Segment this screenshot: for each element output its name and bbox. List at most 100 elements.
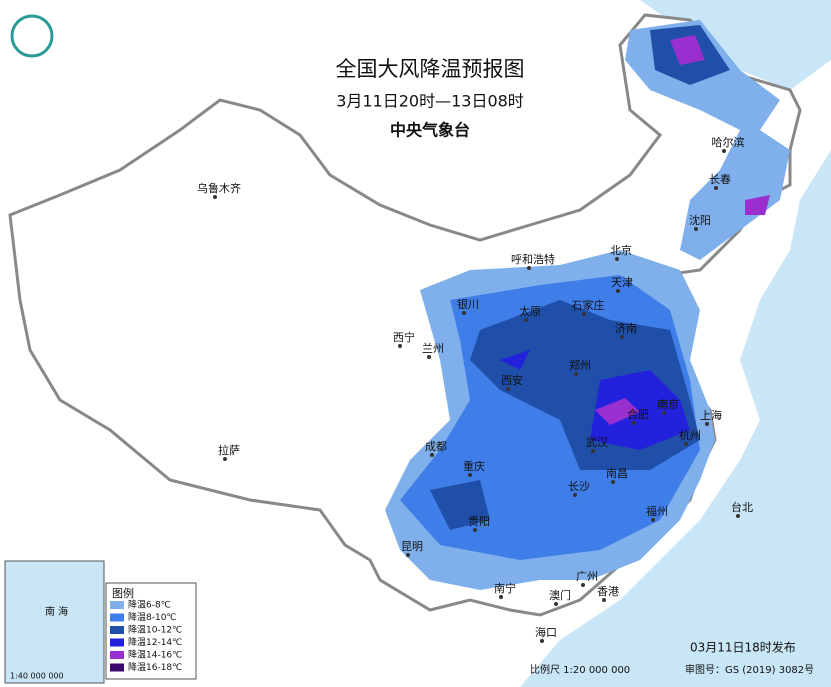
subtitle: 3月11日20时—13日08时 [336,92,524,111]
legend-swatch [110,601,124,609]
city-label: 郑州 [569,358,591,372]
issued-time: 03月11日18时发布 [690,640,796,655]
city-dot [651,518,655,522]
city-label: 哈尔滨 [712,135,745,149]
legend-swatch [110,613,124,622]
city-label: 福州 [646,504,668,518]
city-dot [705,422,709,426]
legend [105,582,197,680]
city-label: 兰州 [422,342,444,355]
city-dot [736,514,740,518]
legend-label: 降温16-18℃ [128,661,182,673]
city-dot [499,595,503,599]
logo [10,14,54,58]
city-dot [591,449,595,453]
city-dot [632,421,636,425]
city-dot [694,227,698,231]
city-dot [620,335,624,339]
city-dot [468,473,472,477]
inset-scale: 1:40 000 000 [10,672,64,681]
city-label: 澳门 [549,588,571,602]
city-dot [722,149,726,153]
city-label: 成都 [425,440,447,453]
city-label: 石家庄 [572,298,605,312]
city-dot [406,553,410,557]
city-label: 拉萨 [218,443,240,457]
city-dot [684,442,688,446]
city-label: 沈阳 [689,213,711,227]
legend-title: 图例 [112,586,134,600]
city-label: 广州 [576,570,598,583]
inset-map [4,560,105,684]
city-label: 杭州 [679,428,701,442]
city-dot [574,372,578,376]
issuer: 中央气象台 [390,121,470,140]
city-label: 长春 [709,173,731,186]
inset-sea: 南 海 [45,605,68,618]
city-label: 南京 [657,397,679,411]
city-label: 台北 [731,500,753,514]
legend-label: 降温10-12℃ [128,624,182,636]
cooling-12-14 [500,350,690,450]
city-label: 呼和浩特 [511,252,555,266]
city-label: 天津 [611,276,633,289]
sea [520,0,831,687]
city-dot [611,480,615,484]
city-label: 合肥 [627,407,649,421]
city-dot [714,186,718,190]
city-dot [524,318,528,322]
cooling-ne-max [670,35,770,215]
city-label: 贵阳 [468,515,490,528]
city-label: 银川 [457,297,479,311]
legend-label: 降温14-16℃ [128,649,182,661]
city-label: 海口 [535,625,557,639]
title: 全国大风降温预报图 [336,57,525,81]
legend-swatch [110,663,124,672]
city-label: 昆明 [401,540,423,553]
legend-swatch [110,638,124,647]
legend-label: 降温8-10℃ [128,611,177,623]
city-label: 南宁 [494,581,516,595]
legend-label: 降温6-8℃ [128,599,171,611]
review-number: 审图号：GS (2019) 3082号 [685,663,814,676]
legend-swatch [110,651,124,659]
city-label: 济南 [615,321,637,335]
city-dot [573,493,577,497]
city-dot [398,344,402,348]
city-label: 重庆 [463,459,485,473]
city-label: 上海 [700,408,722,422]
city-label: 武汉 [586,436,608,449]
city-label: 香港 [597,585,619,598]
legend-swatch [110,626,124,634]
city-dot [506,387,510,391]
scale: 比例尺 1:20 000 000 [530,663,630,676]
city-label: 长沙 [568,480,590,493]
city-label: 西宁 [393,330,415,344]
city-dot [616,289,620,293]
city-dot [602,598,606,602]
city-dot [427,355,431,359]
city-dot [223,457,227,461]
cooling-10-12 [430,300,700,530]
city-dot [213,195,217,199]
city-label: 太原 [519,305,541,318]
city-dot [540,639,544,643]
city-label: 西安 [501,373,523,387]
city-label: 乌鲁木齐 [197,181,241,195]
city-dot [430,453,434,457]
city-label: 南昌 [606,467,628,480]
city-label: 北京 [610,243,632,257]
city-dot [554,602,558,606]
city-dot [473,528,477,532]
city-dot [527,266,531,270]
legend-label: 降温12-14℃ [128,636,182,648]
city-dot [582,312,586,316]
city-dot [662,411,666,415]
cooling-14-16 [595,398,640,425]
city-dot [581,583,585,587]
city-dot [462,311,466,315]
legend-items: 降温6-8℃降温8-10℃降温10-12℃降温12-14℃降温14-16℃降温1… [110,599,182,673]
city-dot [615,257,619,261]
